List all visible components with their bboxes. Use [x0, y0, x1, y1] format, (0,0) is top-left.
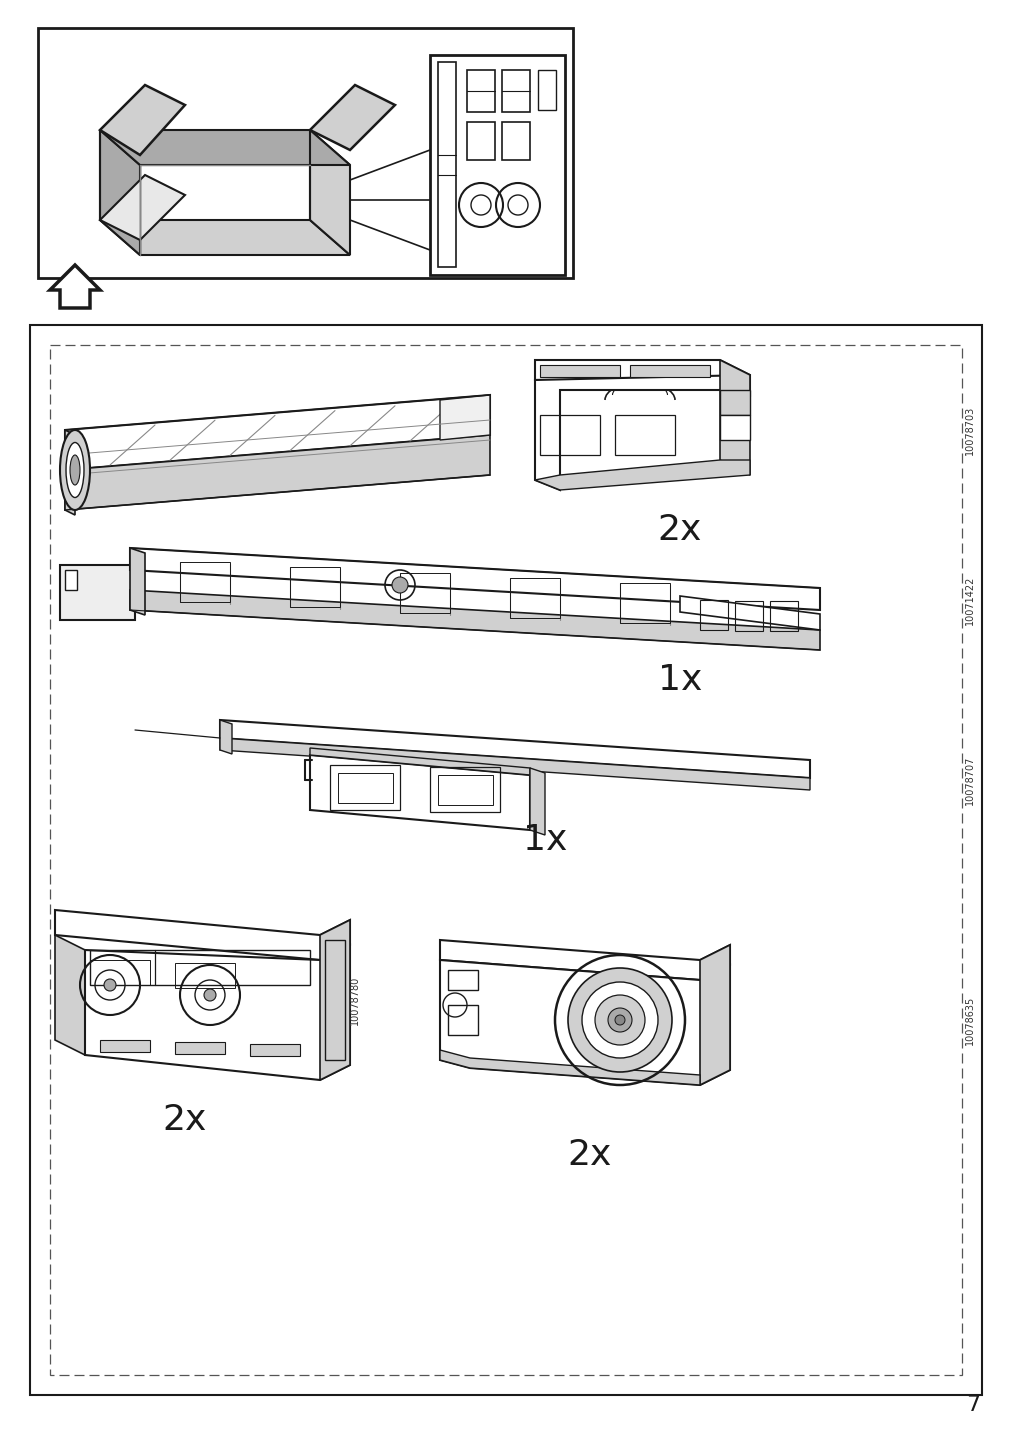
Text: 7: 7	[964, 1395, 979, 1415]
Bar	[719, 415, 749, 440]
Bar	[538, 70, 555, 110]
Polygon shape	[440, 1050, 700, 1085]
Text: 2x: 2x	[657, 513, 702, 547]
Polygon shape	[219, 737, 809, 790]
Text: 10071422: 10071422	[964, 576, 974, 624]
Bar	[438, 775, 492, 805]
Bar	[734, 600, 762, 630]
Polygon shape	[65, 435, 489, 510]
Circle shape	[594, 995, 644, 1045]
Text: 1x: 1x	[523, 823, 566, 856]
Bar	[438, 62, 456, 266]
Polygon shape	[219, 720, 232, 755]
Polygon shape	[50, 265, 100, 308]
Bar	[430, 54, 564, 275]
Bar	[90, 959, 150, 985]
Bar	[466, 122, 494, 160]
Polygon shape	[440, 939, 729, 979]
Text: 10078703: 10078703	[964, 405, 974, 454]
Bar	[175, 962, 235, 988]
Polygon shape	[100, 84, 185, 155]
Polygon shape	[700, 945, 729, 1085]
Text: 10078780: 10078780	[350, 975, 360, 1025]
Polygon shape	[100, 130, 140, 255]
Circle shape	[104, 979, 116, 991]
Polygon shape	[535, 359, 749, 395]
Polygon shape	[309, 84, 394, 150]
Bar	[769, 601, 798, 632]
Polygon shape	[65, 395, 489, 470]
Bar	[290, 567, 340, 607]
Bar	[630, 365, 710, 377]
Bar	[180, 561, 229, 601]
Bar	[50, 345, 961, 1375]
Polygon shape	[100, 130, 350, 165]
Bar	[30, 325, 981, 1395]
Polygon shape	[319, 919, 350, 1080]
Polygon shape	[100, 175, 185, 241]
Polygon shape	[55, 909, 350, 959]
Bar	[615, 415, 674, 455]
Bar	[501, 70, 530, 112]
Bar	[65, 570, 77, 590]
Polygon shape	[530, 768, 545, 835]
Bar	[620, 583, 669, 623]
Bar	[700, 600, 727, 630]
Polygon shape	[55, 935, 85, 1055]
Bar	[90, 949, 309, 985]
Ellipse shape	[70, 455, 80, 485]
Text: 10078707: 10078707	[964, 755, 974, 805]
Circle shape	[204, 990, 215, 1001]
Polygon shape	[85, 945, 350, 1080]
Bar	[501, 122, 530, 160]
Circle shape	[581, 982, 657, 1058]
Circle shape	[608, 1008, 632, 1032]
Bar	[540, 415, 600, 455]
Polygon shape	[309, 748, 530, 775]
Bar	[325, 939, 345, 1060]
Polygon shape	[219, 720, 809, 778]
Bar	[448, 1005, 477, 1035]
Bar	[330, 765, 399, 811]
Bar	[175, 1042, 224, 1054]
Text: 2x: 2x	[567, 1138, 612, 1171]
Polygon shape	[440, 395, 489, 440]
Bar	[338, 773, 392, 803]
Ellipse shape	[66, 442, 84, 497]
Polygon shape	[679, 596, 819, 630]
Polygon shape	[129, 548, 819, 610]
Bar	[448, 969, 477, 990]
Bar	[100, 1040, 150, 1053]
Bar	[38, 29, 572, 278]
Circle shape	[615, 1015, 625, 1025]
Bar	[60, 566, 134, 620]
Polygon shape	[309, 130, 350, 255]
Bar	[466, 70, 494, 112]
Ellipse shape	[60, 430, 90, 510]
Bar	[430, 768, 499, 812]
Polygon shape	[535, 375, 749, 490]
Bar	[399, 573, 450, 613]
Polygon shape	[65, 430, 75, 516]
Text: 10078635: 10078635	[964, 995, 974, 1044]
Text: 2x: 2x	[163, 1103, 207, 1137]
Polygon shape	[100, 221, 350, 255]
Polygon shape	[129, 548, 145, 614]
Circle shape	[567, 968, 671, 1073]
Bar	[250, 1044, 299, 1055]
Polygon shape	[535, 460, 749, 490]
Bar	[540, 365, 620, 377]
Bar	[719, 390, 749, 415]
Circle shape	[391, 577, 407, 593]
Polygon shape	[719, 359, 749, 475]
Text: 1x: 1x	[657, 663, 702, 697]
Polygon shape	[129, 590, 819, 650]
Bar	[510, 579, 559, 617]
Polygon shape	[440, 959, 729, 1085]
Polygon shape	[309, 755, 530, 831]
